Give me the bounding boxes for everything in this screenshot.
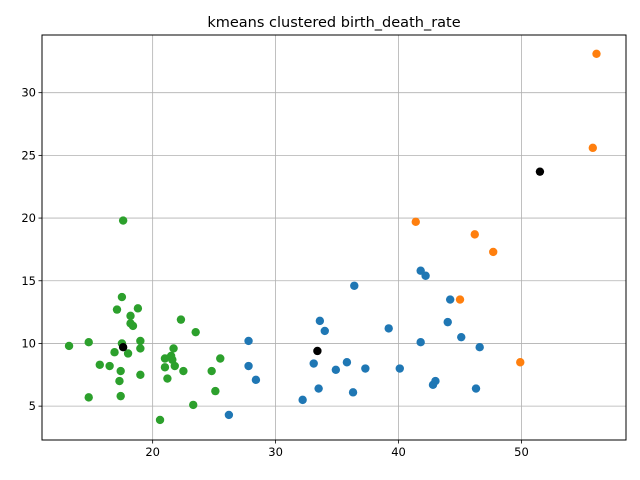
x-tick-label: 30 [268, 445, 283, 459]
data-point [443, 317, 452, 327]
data-point [136, 336, 145, 346]
data-point [176, 315, 186, 324]
data-point [411, 217, 420, 227]
data-point [116, 366, 125, 376]
data-point [117, 292, 127, 302]
data-point [160, 363, 170, 372]
data-point [331, 365, 341, 374]
centroid-point [535, 167, 545, 176]
data-point [169, 344, 178, 353]
data-point [116, 391, 125, 401]
data-point [342, 358, 352, 367]
x-tick-label: 40 [391, 445, 406, 459]
centroid-point [313, 346, 322, 356]
data-point [207, 366, 216, 376]
data-point [244, 361, 253, 371]
data-point [95, 360, 104, 369]
data-point [431, 376, 440, 386]
data-point [471, 384, 481, 393]
data-point [84, 393, 93, 402]
data-point [155, 415, 165, 425]
data-point [191, 327, 200, 337]
data-point [489, 247, 498, 257]
y-tick-label: 5 [29, 399, 36, 413]
data-point [348, 388, 358, 397]
data-point [123, 349, 133, 358]
data-point [314, 384, 323, 393]
data-point [298, 395, 307, 405]
data-point [126, 311, 135, 321]
data-point [516, 358, 525, 367]
data-point [244, 336, 253, 346]
data-point [457, 332, 466, 342]
data-point [224, 410, 234, 420]
data-point [136, 370, 145, 379]
data-point [350, 281, 359, 290]
centroid-point [118, 343, 128, 352]
data-point [163, 374, 172, 383]
data-point [133, 304, 143, 313]
data-point [315, 316, 325, 326]
plot-frame [41, 34, 627, 441]
data-point [112, 305, 122, 314]
data-point [455, 295, 465, 304]
data-point [136, 344, 145, 353]
data-point [110, 348, 119, 357]
y-tick-label: 15 [21, 274, 36, 288]
data-point [118, 216, 128, 225]
data-point [251, 375, 261, 385]
y-tick-label: 10 [21, 336, 36, 350]
data-point [361, 364, 370, 373]
data-point [416, 337, 425, 347]
data-point [395, 364, 404, 373]
data-point [384, 324, 393, 333]
data-point [592, 49, 601, 59]
data-point [445, 295, 455, 304]
data-point [179, 366, 188, 376]
data-point [115, 376, 124, 386]
chart-title: kmeans clustered birth_death_rate [207, 15, 460, 31]
data-point [320, 326, 329, 336]
axis-ticks: 20 30 40 50 5 10 15 20 25 30 [21, 86, 528, 459]
data-point [216, 354, 225, 363]
y-tick-label: 25 [21, 148, 36, 162]
data-point [189, 400, 198, 410]
data-point [470, 230, 479, 239]
data-point [309, 359, 318, 368]
data-point [211, 386, 220, 396]
x-tick-label: 50 [514, 445, 529, 459]
data-point [128, 321, 138, 331]
data-point [588, 143, 598, 153]
data-points [64, 49, 601, 425]
y-tick-label: 30 [21, 86, 36, 100]
data-point [64, 341, 74, 351]
x-tick-label: 20 [145, 445, 160, 459]
data-point [105, 361, 114, 371]
data-point [475, 343, 484, 352]
data-point [170, 361, 179, 371]
data-point [421, 271, 430, 280]
data-point [84, 337, 93, 347]
y-tick-label: 20 [21, 211, 36, 225]
